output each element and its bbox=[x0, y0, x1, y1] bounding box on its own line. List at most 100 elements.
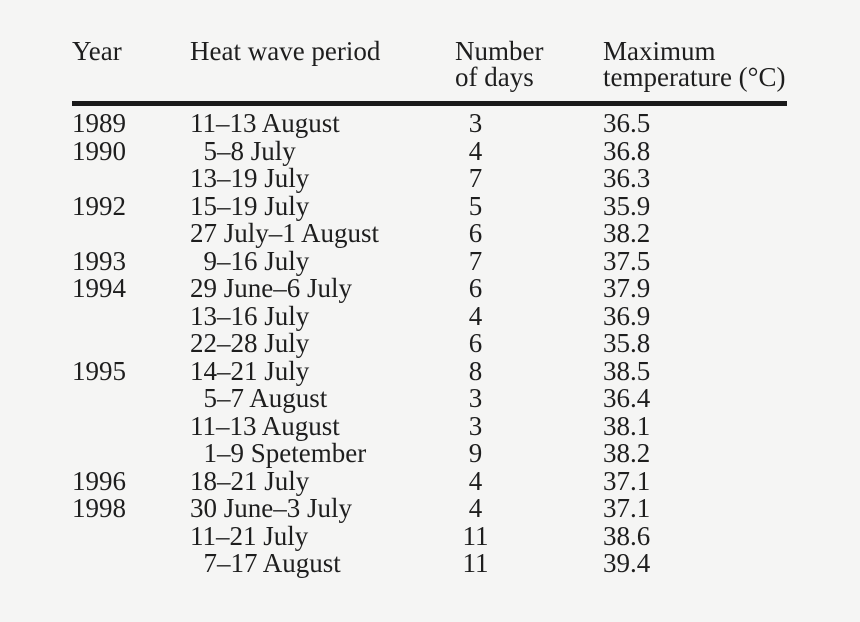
days-value: 11 bbox=[462, 548, 489, 578]
table-row: 1992 15–19 July 5 35.9 bbox=[72, 190, 860, 221]
period-cell: 1–9 Spetember bbox=[190, 438, 367, 468]
table-header: Year Heat wave period Number of days Max… bbox=[72, 36, 860, 92]
days-cell: 5 bbox=[455, 190, 603, 221]
column-header-days-line1: Number bbox=[455, 36, 544, 66]
days-cell: 11 bbox=[455, 548, 603, 578]
table-row: 1993 9–16 July 7 37.5 bbox=[72, 245, 860, 276]
temperature-cell: 36.8 bbox=[603, 135, 651, 166]
temperature-cell: 38.5 bbox=[603, 355, 651, 386]
days-cell: 7 bbox=[455, 163, 603, 193]
temperature-cell: 35.9 bbox=[603, 190, 651, 221]
table-row: 13–16 July 4 36.9 bbox=[72, 300, 860, 331]
days-cell: 4 bbox=[455, 300, 603, 331]
days-cell: 3 bbox=[455, 108, 603, 138]
table-row: 11–21 July 11 38.6 bbox=[72, 520, 860, 551]
year-cell bbox=[72, 165, 190, 193]
temperature-cell: 36.5 bbox=[603, 108, 651, 138]
days-cell: 6 bbox=[455, 218, 603, 248]
table-row: 1989 11–13 August 3 36.5 bbox=[72, 108, 860, 138]
temperature-cell: 37.1 bbox=[603, 493, 651, 523]
year-cell bbox=[72, 413, 190, 441]
temperature-cell: 37.1 bbox=[603, 465, 651, 496]
year-cell: 1994 bbox=[72, 273, 126, 303]
period-cell: 29 June–6 July bbox=[190, 273, 352, 303]
temperature-cell: 37.5 bbox=[603, 245, 651, 276]
year-cell: 1992 bbox=[72, 190, 126, 221]
temperature-cell: 37.9 bbox=[603, 273, 651, 303]
period-cell: 22–28 July bbox=[190, 328, 310, 358]
temperature-cell: 39.4 bbox=[603, 548, 651, 578]
days-value: 5 bbox=[468, 190, 483, 221]
year-cell: 1990 bbox=[72, 135, 126, 166]
table-row: 13–19 July 7 36.3 bbox=[72, 163, 860, 193]
period-cell: 11–13 August bbox=[190, 410, 340, 441]
days-cell: 11 bbox=[455, 520, 603, 551]
days-value: 4 bbox=[468, 300, 483, 331]
days-value: 6 bbox=[468, 218, 483, 248]
year-cell bbox=[72, 330, 190, 358]
period-cell: 18–21 July bbox=[190, 465, 310, 496]
table-row: 22–28 July 6 35.8 bbox=[72, 328, 860, 358]
table-row: 1998 30 June–3 July 4 37.1 bbox=[72, 493, 860, 523]
days-value: 11 bbox=[462, 520, 489, 551]
table-row: 5–7 August 3 36.4 bbox=[72, 383, 860, 413]
year-cell bbox=[72, 523, 190, 551]
days-cell: 4 bbox=[455, 465, 603, 496]
days-cell: 4 bbox=[455, 493, 603, 523]
days-value: 4 bbox=[468, 135, 483, 166]
year-cell bbox=[72, 550, 190, 578]
heatwave-table: Year Heat wave period Number of days Max… bbox=[72, 36, 860, 578]
days-value: 8 bbox=[468, 355, 483, 386]
table-row: 11–13 August 3 38.1 bbox=[72, 410, 860, 441]
days-value: 7 bbox=[468, 163, 483, 193]
temperature-cell: 38.2 bbox=[603, 218, 651, 248]
days-cell: 7 bbox=[455, 247, 603, 276]
table-row: 1996 18–21 July 4 37.1 bbox=[72, 465, 860, 496]
table-row: 1990 5–8 July 4 36.8 bbox=[72, 135, 860, 166]
days-value: 4 bbox=[468, 465, 483, 496]
days-value: 3 bbox=[468, 410, 483, 441]
period-cell: 9–16 July bbox=[190, 245, 310, 276]
year-cell bbox=[72, 440, 190, 468]
days-cell: 4 bbox=[455, 135, 603, 166]
period-cell: 14–21 July bbox=[190, 355, 310, 386]
days-cell: 3 bbox=[455, 383, 603, 413]
days-cell: 8 bbox=[455, 355, 603, 386]
column-header-temperature-line1: Maximum bbox=[603, 36, 716, 66]
column-header-year-label: Year bbox=[72, 36, 122, 66]
table-row: 1995 14–21 July 8 38.5 bbox=[72, 355, 860, 386]
temperature-cell: 36.9 bbox=[603, 300, 651, 331]
period-cell: 30 June–3 July bbox=[190, 493, 352, 523]
table-row: 1–9 Spetember 9 38.2 bbox=[72, 438, 860, 468]
period-cell: 27 July–1 August bbox=[190, 218, 380, 248]
days-cell: 9 bbox=[455, 438, 603, 468]
period-cell: 5–7 August bbox=[190, 383, 328, 413]
days-cell: 6 bbox=[455, 274, 603, 303]
period-cell: 13–19 July bbox=[190, 163, 310, 193]
period-cell: 7–17 August bbox=[190, 548, 341, 578]
days-value: 4 bbox=[468, 493, 483, 523]
days-value: 3 bbox=[468, 383, 483, 413]
column-header-period-label: Heat wave period bbox=[190, 36, 381, 66]
temperature-cell: 36.3 bbox=[603, 163, 651, 193]
column-header-year: Year bbox=[72, 36, 190, 66]
period-cell: 13–16 July bbox=[190, 300, 310, 331]
column-header-period: Heat wave period bbox=[190, 36, 455, 66]
year-cell: 1996 bbox=[72, 465, 126, 496]
header-rule bbox=[72, 101, 787, 106]
days-value: 3 bbox=[468, 108, 483, 138]
year-cell: 1989 bbox=[72, 108, 126, 138]
period-cell: 15–19 July bbox=[190, 190, 310, 221]
column-header-days: Number of days bbox=[455, 36, 603, 91]
column-header-temperature: Maximum temperature (°C) bbox=[603, 36, 860, 92]
temperature-cell: 38.6 bbox=[603, 520, 651, 551]
temperature-cell: 35.8 bbox=[603, 328, 651, 358]
table-row: 7–17 August 11 39.4 bbox=[72, 548, 860, 578]
year-cell: 1998 bbox=[72, 493, 126, 523]
year-cell bbox=[72, 220, 190, 248]
year-cell: 1993 bbox=[72, 245, 126, 276]
column-header-temperature-line2: temperature (°C) bbox=[603, 62, 786, 92]
days-value: 9 bbox=[468, 438, 483, 468]
temperature-cell: 38.2 bbox=[603, 438, 651, 468]
